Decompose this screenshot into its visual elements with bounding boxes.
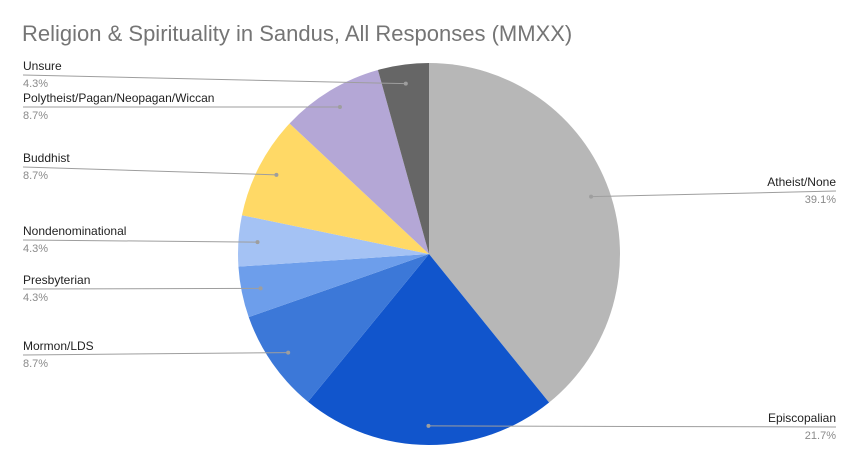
leader-line bbox=[22, 352, 289, 356]
slice-label-polytheist-pagan-neopagan-wiccan: Polytheist/Pagan/Neopagan/Wiccan 8.7% bbox=[22, 91, 342, 122]
slice-name-label: Atheist/None bbox=[767, 175, 836, 189]
slice-percent-label: 4.3% bbox=[23, 292, 48, 304]
slice-name-label: Polytheist/Pagan/Neopagan/Wiccan bbox=[23, 91, 214, 105]
slice-percent-label: 39.1% bbox=[805, 194, 836, 206]
pie-slice-unsure[interactable] bbox=[377, 63, 429, 254]
pie-slice-buddhist[interactable] bbox=[241, 123, 429, 254]
slice-name-label: Buddhist bbox=[23, 151, 70, 165]
chart-title: Religion & Spirituality in Sandus, All R… bbox=[22, 21, 573, 46]
pie-slice-episcopalian[interactable] bbox=[307, 254, 550, 445]
slice-percent-label: 21.7% bbox=[805, 430, 836, 442]
slice-name-label: Mormon/LDS bbox=[23, 339, 94, 353]
leader-line bbox=[22, 287, 261, 290]
slice-name-label: Episcopalian bbox=[768, 411, 836, 425]
slice-percent-label: 8.7% bbox=[23, 170, 48, 182]
slice-name-label: Nondenominational bbox=[23, 224, 126, 238]
pie-slice-atheist-none[interactable] bbox=[429, 63, 620, 403]
slice-percent-label: 8.7% bbox=[23, 358, 48, 370]
pie-slice-mormon-lds[interactable] bbox=[248, 254, 429, 402]
leader-line bbox=[428, 425, 837, 428]
slice-label-nondenominational: Nondenominational 4.3% bbox=[22, 224, 260, 255]
slice-label-buddhist: Buddhist 8.7% bbox=[22, 151, 279, 182]
pie-slice-presbyterian[interactable] bbox=[238, 254, 429, 318]
slice-label-presbyterian: Presbyterian 4.3% bbox=[22, 273, 263, 304]
pie-slice-nondenominational[interactable] bbox=[238, 215, 429, 267]
slice-percent-label: 4.3% bbox=[23, 78, 48, 90]
leader-line bbox=[22, 239, 258, 243]
leader-line bbox=[22, 166, 277, 176]
slice-label-episcopalian: Episcopalian 21.7% bbox=[426, 411, 836, 442]
slice-label-atheist-none: Atheist/None 39.1% bbox=[589, 175, 836, 206]
slice-name-label: Unsure bbox=[23, 59, 62, 73]
leader-line bbox=[591, 190, 837, 198]
slice-label-unsure: Unsure 4.3% bbox=[22, 59, 408, 90]
leader-line bbox=[22, 74, 406, 85]
slice-percent-label: 8.7% bbox=[23, 110, 48, 122]
slice-name-label: Presbyterian bbox=[23, 273, 90, 287]
pie-slice-polytheist-pagan-neopagan-wiccan[interactable] bbox=[289, 69, 429, 255]
pie-slices bbox=[238, 63, 620, 445]
pie-labels: Atheist/None 39.1% Episcopalian 21.7% Mormon… bbox=[22, 59, 836, 442]
slice-percent-label: 4.3% bbox=[23, 243, 48, 255]
slice-label-mormon-lds: Mormon/LDS 8.7% bbox=[22, 339, 291, 370]
